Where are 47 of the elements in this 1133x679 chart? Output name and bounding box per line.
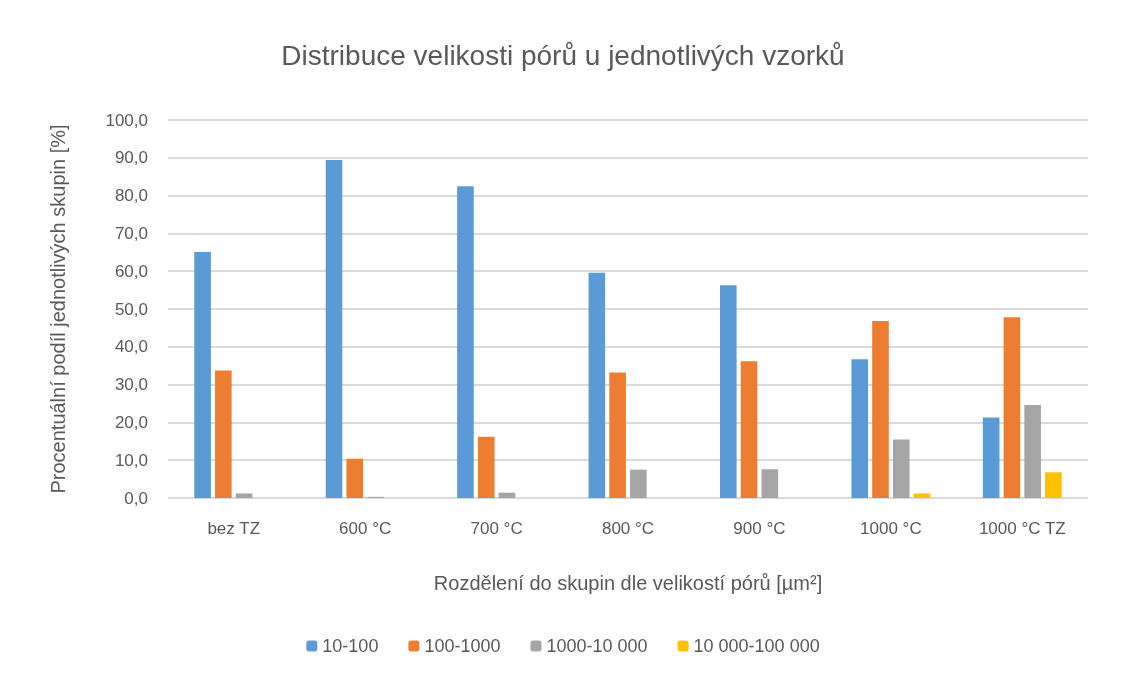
bar xyxy=(913,493,931,498)
bar xyxy=(457,186,474,498)
x-tick-label: 1000 °C TZ xyxy=(978,519,1066,538)
bar xyxy=(477,436,495,498)
legend-label: 10-100 xyxy=(322,636,379,656)
x-tick-label: bez TZ xyxy=(207,519,261,538)
bar xyxy=(872,321,889,498)
y-tick-label: 40,0 xyxy=(114,337,148,357)
chart-title: Distribuce velikosti pórů u jednotlivých vzorků xyxy=(281,39,845,71)
bar xyxy=(609,372,626,498)
bar xyxy=(982,417,1000,498)
bar xyxy=(325,160,343,498)
y-tick-label: 100,0 xyxy=(105,110,148,130)
x-tick-label: 600 °C xyxy=(339,519,392,538)
bar xyxy=(1024,405,1041,498)
legend-label: 1000-10 000 xyxy=(546,636,648,656)
y-axis-title: Procentuální podíl jednotlivých skupin [%] xyxy=(47,124,69,494)
y-tick-label: 90,0 xyxy=(114,148,148,168)
bar xyxy=(740,361,758,498)
bar xyxy=(761,469,779,498)
bar xyxy=(851,359,869,498)
bar xyxy=(215,370,232,498)
legend-label: 10 000-100 000 xyxy=(693,636,820,656)
y-tick-label: 20,0 xyxy=(114,412,148,432)
x-tick-label: 800 °C xyxy=(601,519,655,538)
x-tick-label: 1000 °C xyxy=(860,519,922,538)
bar xyxy=(498,492,516,498)
bar xyxy=(720,285,737,498)
bar xyxy=(346,458,364,498)
y-tick-label: 30,0 xyxy=(114,375,148,395)
y-tick-label: 10,0 xyxy=(114,450,148,470)
x-tick-label: 900 °C xyxy=(733,519,786,538)
bar xyxy=(235,493,253,498)
bar xyxy=(1045,472,1062,498)
y-tick-label: 50,0 xyxy=(114,299,148,319)
bar xyxy=(194,251,211,498)
legend-label: 100-1000 xyxy=(424,636,501,656)
bar xyxy=(892,439,910,498)
x-tick-label: 700 °C xyxy=(470,519,523,538)
x-axis-title: Rozdělení do skupin dle velikostí pórů [µm²] xyxy=(433,572,823,594)
y-tick-label: 0,0 xyxy=(124,488,148,508)
bar xyxy=(1003,317,1021,498)
y-tick-label: 80,0 xyxy=(114,186,148,206)
bar xyxy=(588,272,606,498)
bar xyxy=(630,469,647,498)
y-tick-label: 70,0 xyxy=(114,223,148,243)
y-tick-label: 60,0 xyxy=(114,261,148,281)
